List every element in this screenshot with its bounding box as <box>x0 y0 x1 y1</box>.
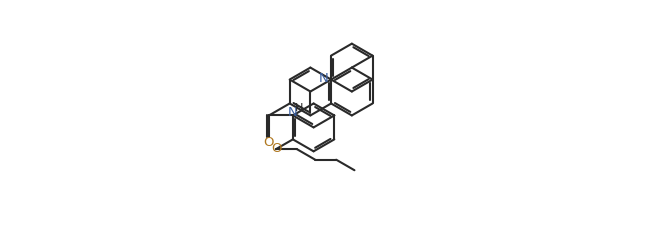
Text: H: H <box>295 103 303 113</box>
Text: N: N <box>288 106 297 119</box>
Text: N: N <box>319 72 328 85</box>
Text: O: O <box>271 142 282 155</box>
Text: O: O <box>263 136 274 149</box>
